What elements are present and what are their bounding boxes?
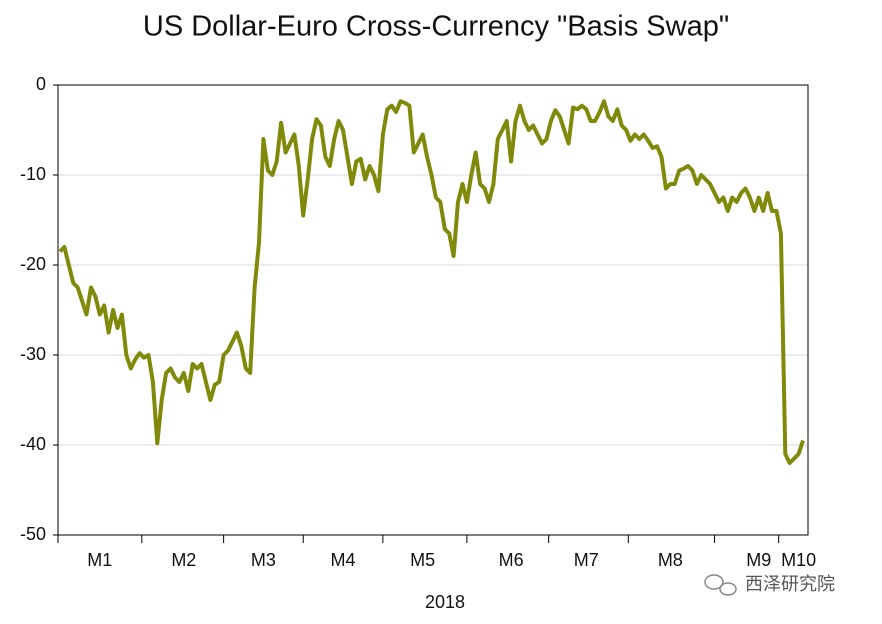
- x-tick-label: M2: [171, 550, 196, 570]
- y-tick-label: -20: [20, 254, 46, 274]
- y-tick-label: 0: [36, 74, 46, 94]
- x-tick-label: M8: [658, 550, 683, 570]
- x-tick-label: M10: [781, 550, 816, 570]
- y-tick-label: -10: [20, 164, 46, 184]
- x-tick-label: M3: [251, 550, 276, 570]
- x-tick-label: M6: [499, 550, 524, 570]
- x-tick-label: M4: [331, 550, 356, 570]
- plot-frame: [57, 84, 809, 536]
- x-tick-label: M9: [746, 550, 771, 570]
- x-tick-label: M5: [410, 550, 435, 570]
- x-tick-label: M1: [87, 550, 112, 570]
- x-axis-label: 2018: [425, 592, 465, 612]
- watermark: 西泽研究院: [745, 574, 835, 594]
- x-tick-label: M7: [574, 550, 599, 570]
- y-tick-label: -50: [20, 524, 46, 544]
- data-line: [58, 99, 805, 465]
- chart-title: US Dollar-Euro Cross-Currency "Basis Swa…: [143, 11, 729, 43]
- y-tick-label: -40: [20, 434, 46, 454]
- y-tick-label: -30: [20, 344, 46, 364]
- watermark-icon: [704, 574, 737, 596]
